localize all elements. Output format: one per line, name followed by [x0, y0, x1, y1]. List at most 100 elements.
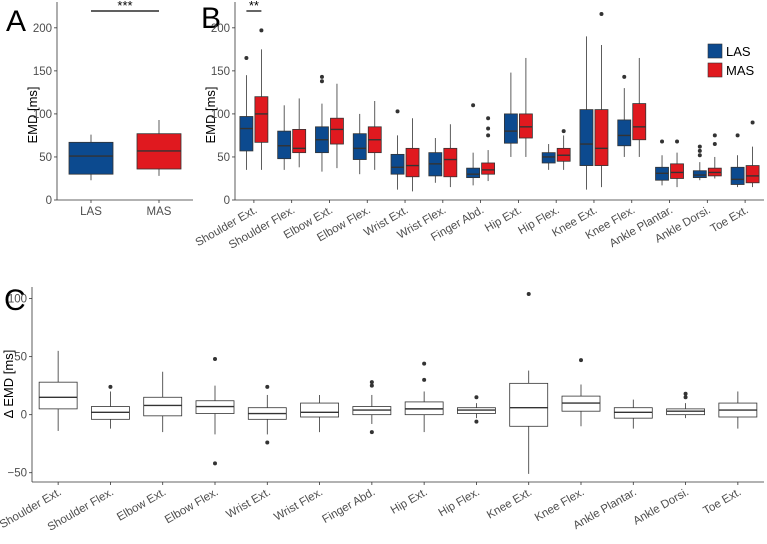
- legend-label-las: LAS: [726, 44, 751, 59]
- panel-b-las-toe-ext-outlier: [735, 133, 740, 138]
- panel-b-y-tick-label: 50: [217, 152, 230, 164]
- panel-b-las-hip-flex-box: [541, 152, 556, 164]
- panel-b-mas-finger-abd-outlier: [486, 133, 491, 138]
- panel-b-mas-knee-ext-box: [594, 109, 609, 166]
- panel-b-y-axis-title: EMD [ms]: [203, 86, 218, 143]
- panel-c-x-tick-label-finger-abd: Finger Abd.: [320, 486, 377, 526]
- panel-c-x-tick-label-hip-ext: Hip Ext.: [389, 486, 430, 517]
- panel-b-las-ankle-dorsi-box: [692, 170, 707, 179]
- panel-b-y-tick-label: 200: [211, 23, 230, 35]
- panel-c-knee-ext-outlier: [526, 291, 531, 296]
- panel-b-las-elbow-flex-box: [352, 133, 367, 160]
- panel-c-shoulder-ext-box: [38, 381, 78, 410]
- panel-b-mas-shoulder-flex-box: [292, 129, 307, 154]
- panel-c-x-tick-label-knee-ext: Knee Ext.: [485, 486, 534, 521]
- panel-b-las-shoulder-ext-box: [239, 116, 254, 152]
- panel-a-y-tick-label: 0: [46, 195, 52, 207]
- panel-b-las-elbow-ext-outlier: [319, 74, 324, 79]
- panel-b-mas-ankle-plantar-outlier: [675, 139, 680, 144]
- panel-a-y-tick-label: 200: [33, 23, 52, 35]
- panel-a-x-tick-label-las: LAS: [80, 206, 102, 218]
- panel-b-y-tick-label: 150: [211, 66, 230, 78]
- panel-b-y-tick-label: 0: [224, 195, 230, 207]
- panel-c-wrist-ext-outlier: [265, 440, 270, 445]
- panel-c-elbow-flex-outlier: [213, 356, 217, 361]
- panel-c-x-tick-label-wrist-ext: Wrist Ext.: [224, 486, 272, 521]
- panel-b-mas-elbow-ext-box: [330, 117, 344, 145]
- panel-c-hip-ext-outlier: [422, 361, 427, 366]
- panel-c-finger-abd-outlier: [369, 380, 374, 385]
- panel-c-wrist-flex-box: [300, 402, 339, 418]
- panel-b-mas-toe-ext-outlier: [750, 120, 755, 125]
- panel-b-las-knee-flex-outlier: [622, 74, 627, 79]
- panel-b-las-ankle-dorsi-outlier: [697, 153, 702, 158]
- panel-b-las-finger-abd-outlier: [471, 103, 476, 108]
- panel-c-elbow-ext-box: [143, 396, 183, 417]
- panel-c-elbow-flex-outlier: [213, 461, 217, 466]
- panel-b-mas-ankle-plantar-box: [670, 163, 684, 179]
- panel-b-las-wrist-ext-outlier: [395, 109, 400, 114]
- panel-a-y-tick-label: 150: [33, 66, 52, 78]
- panel-label-a: A: [6, 5, 26, 38]
- panel-b-mas-hip-ext-box: [518, 113, 533, 139]
- panel-b-las-knee-ext-box: [579, 109, 594, 166]
- panel-b-mas-wrist-ext-box: [405, 147, 420, 178]
- panel-c-y-axis-title: Δ EMD [ms]: [1, 350, 16, 419]
- panel-b-las-ankle-plantar-outlier: [660, 139, 665, 144]
- panel-c-shoulder-flex-outlier: [108, 384, 113, 389]
- panel-b-las-toe-ext-box: [730, 166, 745, 185]
- panel-c-wrist-ext-outlier: [265, 384, 270, 389]
- panel-b-mas-finger-abd-outlier: [486, 116, 491, 121]
- panel-b-x-tick-label-toe-ext: Toe Ext.: [709, 204, 751, 235]
- panel-c-x-tick-label-ankle-dorsi: Ankle Dorsi.: [631, 486, 691, 527]
- panel-c-hip-ext-outlier: [422, 377, 427, 382]
- panel-c-finger-abd-outlier: [369, 383, 374, 388]
- panel-c-finger-abd-outlier: [369, 430, 374, 435]
- panel-b-mas-knee-flex-box: [632, 103, 647, 141]
- panel-c-x-tick-label-toe-ext: Toe Ext.: [701, 486, 743, 517]
- panel-c-ankle-dorsi-outlier: [683, 395, 688, 400]
- panel-c-x-tick-label-wrist-flex: Wrist Flex.: [272, 486, 325, 523]
- panel-b-las-shoulder-flex-box: [277, 130, 292, 160]
- panel-c-hip-flex-outlier: [474, 395, 479, 400]
- panel-label-b: B: [201, 2, 221, 35]
- panel-b-las-finger-abd-box: [466, 167, 481, 179]
- legend-label-mas: MAS: [726, 63, 755, 78]
- panel-b-las-elbow-ext-outlier: [319, 79, 324, 84]
- panel-label-c: C: [4, 284, 26, 317]
- panel-b-las-ankle-dorsi-outlier: [697, 148, 702, 153]
- panel-b-mas-hip-flex-outlier: [561, 129, 566, 134]
- panel-b-las-wrist-ext-box: [390, 153, 405, 175]
- panel-a-y-axis-title: EMD [ms]: [25, 86, 40, 143]
- panel-b-mas-finger-abd-box: [481, 162, 496, 175]
- panel-c-y-tick-label: 50: [14, 352, 27, 364]
- panel-c-ankle-dorsi-outlier: [683, 391, 688, 396]
- panel-c-x-tick-label-elbow-ext: Elbow Ext.: [115, 486, 168, 524]
- panel-a-significance-label: ***: [117, 0, 132, 13]
- legend-swatch-las: [707, 43, 723, 59]
- panel-c-hip-flex-outlier: [474, 419, 479, 424]
- panel-c-y-tick-label: −50: [7, 468, 27, 480]
- panel-c-y-tick-label: 100: [8, 294, 27, 306]
- panel-b-mas-ankle-dorsi-outlier: [712, 133, 717, 138]
- legend-swatch-mas: [707, 62, 723, 78]
- panel-b-las-ankle-dorsi-outlier: [697, 144, 702, 149]
- panel-b-mas-wrist-flex-box: [443, 147, 458, 178]
- panel-b-mas-finger-abd-outlier: [486, 126, 491, 131]
- panel-b-mas-shoulder-ext-outlier: [259, 28, 264, 33]
- panel-b-significance-label: **: [249, 0, 259, 13]
- panel-c-knee-ext-box: [509, 382, 549, 427]
- panel-b-legend: LAS MAS: [707, 43, 755, 78]
- panel-b-y-tick-label: 100: [211, 109, 230, 121]
- panel-b-mas-toe-ext-box: [745, 165, 760, 184]
- panel-a-las-box: [68, 141, 114, 175]
- panel-c-knee-flex-outlier: [579, 358, 583, 363]
- panel-c-y-tick-label: 0: [21, 410, 27, 422]
- panel-c-x-tick-label-hip-flex: Hip Flex.: [437, 486, 482, 519]
- panel-c-x-tick-label-elbow-flex: Elbow Flex.: [163, 486, 220, 526]
- panel-b-mas-ankle-dorsi-outlier: [712, 142, 717, 147]
- panel-a-x-tick-label-mas: MAS: [147, 206, 172, 218]
- panel-b-mas-knee-ext-outlier: [599, 12, 604, 17]
